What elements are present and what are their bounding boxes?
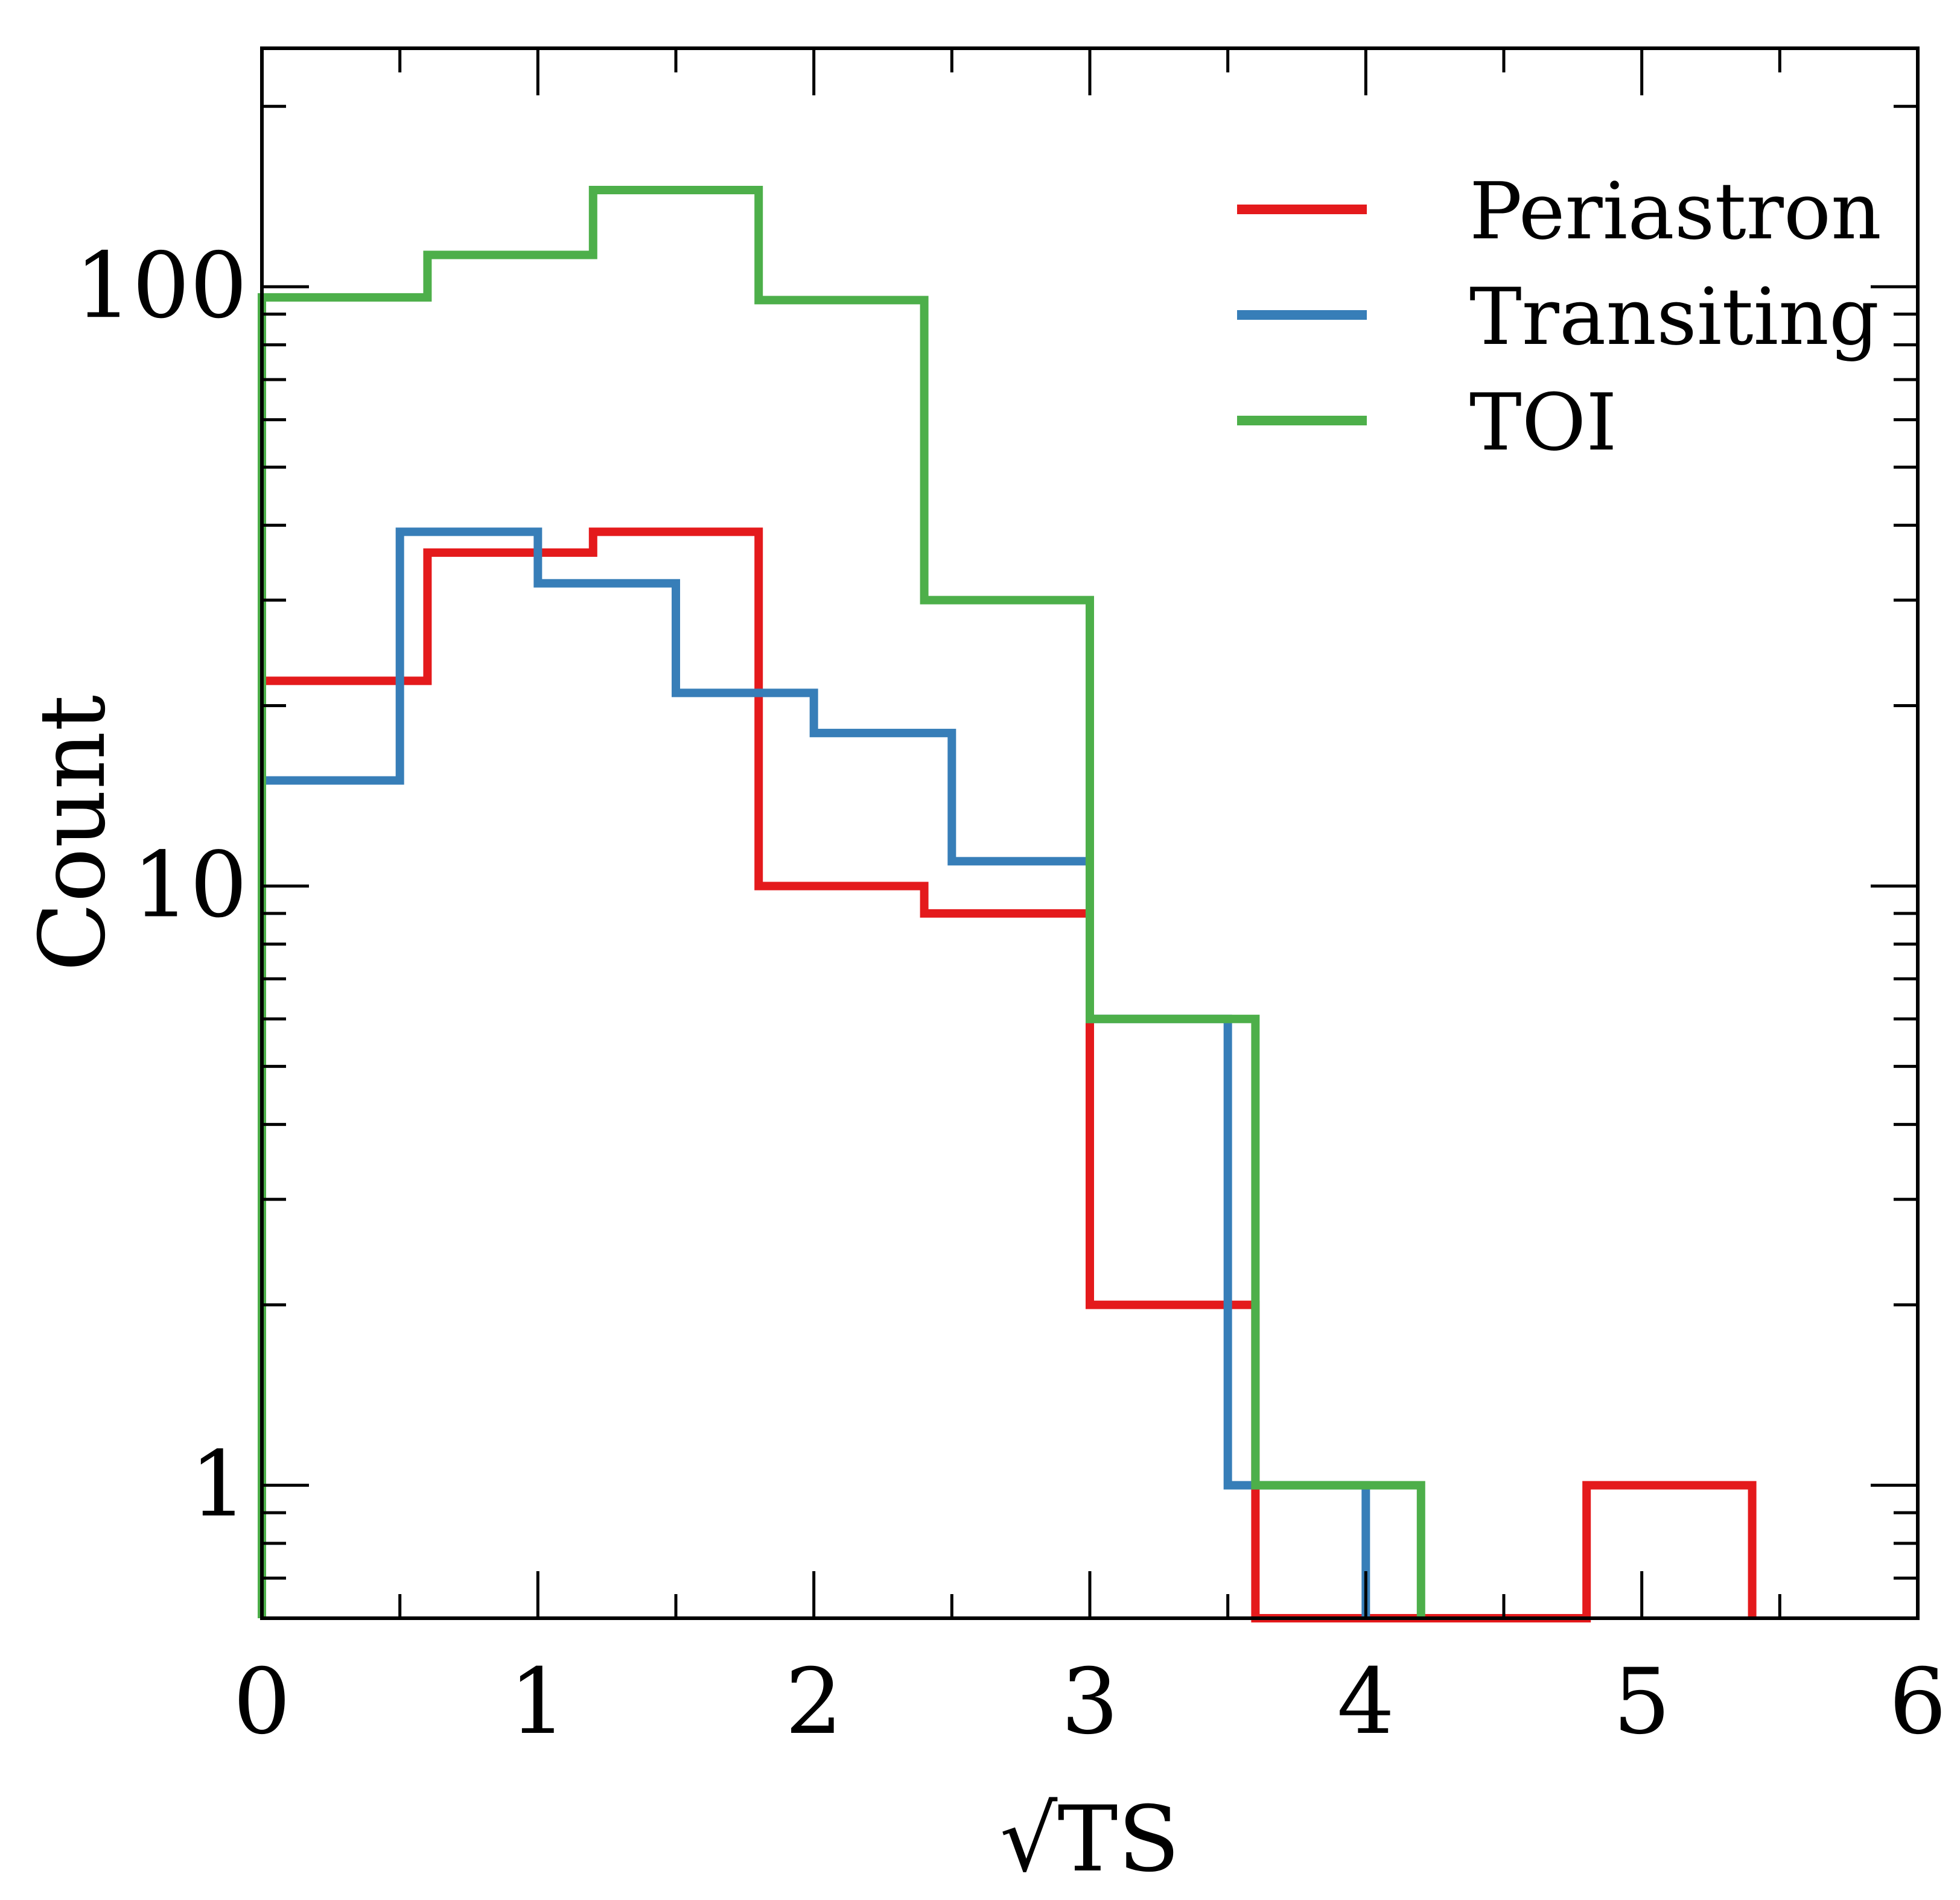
x-tick-label: 3 (1061, 1650, 1118, 1755)
x-tick-label: 6 (1889, 1650, 1946, 1755)
legend: Periastron Transiting TOI (1237, 165, 1882, 468)
y-tick-label: 100 (75, 234, 247, 338)
bin-toi-3 (759, 300, 924, 1618)
bin-toi-4 (924, 600, 1090, 1618)
x-tick-label: 5 (1613, 1650, 1670, 1755)
bin-toi-1 (427, 255, 593, 1618)
x-tick-label: 0 (233, 1650, 290, 1755)
label-layer: 0 1 2 3 4 5 6 1 10 100 (75, 234, 1947, 1755)
series-toi (258, 185, 1425, 1618)
plot-frame (260, 46, 1920, 1620)
bin-toi-6 (1255, 1485, 1421, 1618)
y-axis-label: Count (21, 695, 126, 972)
bin-periastron-8 (1586, 1485, 1752, 1618)
y-tick-label: 1 (190, 1432, 247, 1537)
legend-label-transiting: Transiting (1469, 271, 1879, 363)
x-tick-label: 1 (509, 1650, 567, 1755)
bin-toi-5 (1090, 1019, 1255, 1618)
legend-label-periastron: Periastron (1469, 165, 1882, 257)
x-tick-label: 4 (1337, 1650, 1395, 1755)
legend-label-toi: TOI (1469, 377, 1617, 468)
y-tick-label: 10 (132, 833, 247, 938)
x-axis-label: √TS (1000, 1787, 1180, 1892)
x-tick-label: 2 (785, 1650, 842, 1755)
series-line-transiting (258, 527, 1370, 1618)
bin-toi-2 (593, 190, 759, 1618)
series-line-toi (258, 185, 1425, 1618)
bin-toi-0 (262, 297, 427, 1618)
series-transiting (258, 527, 1370, 1618)
